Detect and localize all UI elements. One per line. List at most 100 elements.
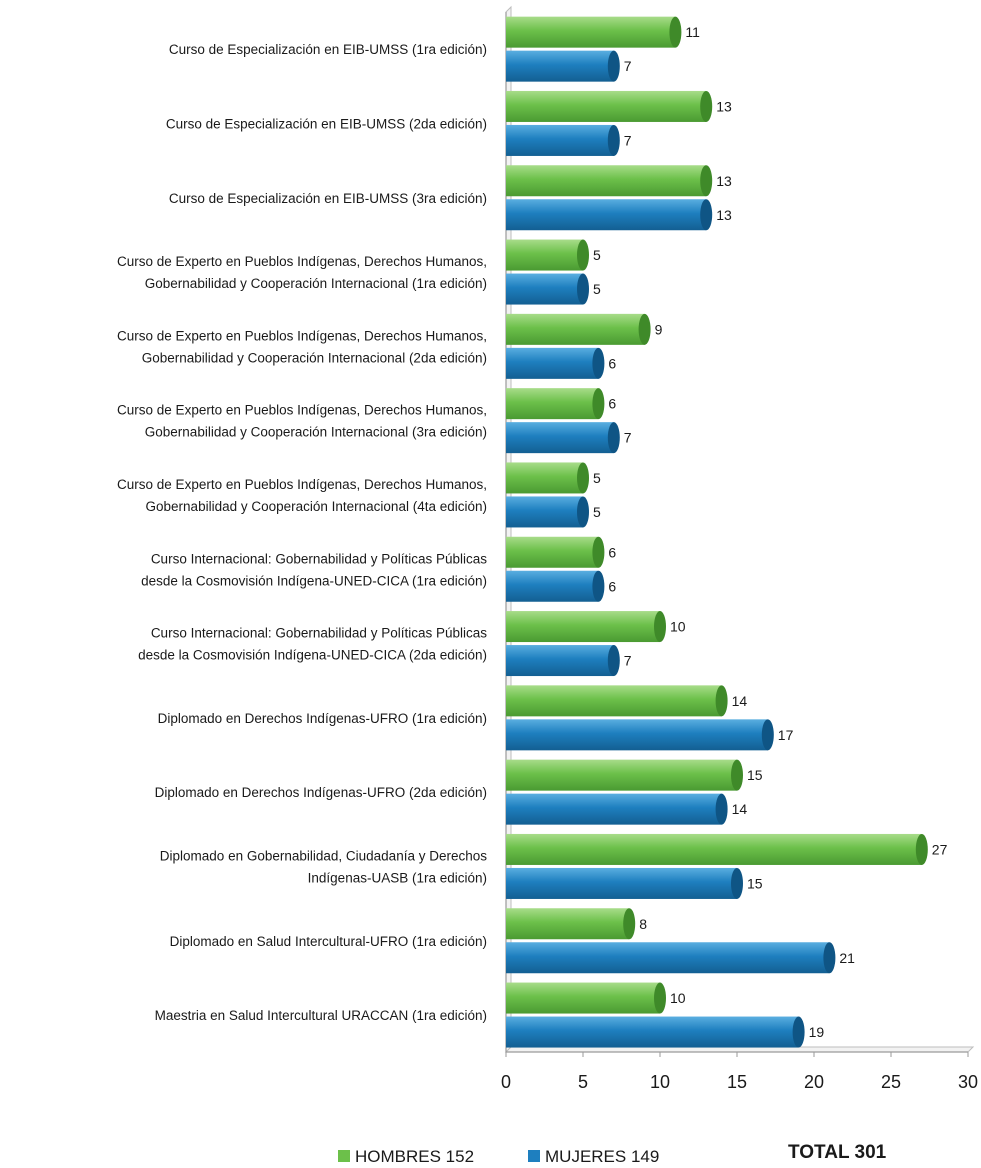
legend-label-hombres: HOMBRES 152: [355, 1147, 474, 1166]
category-label: Curso de Experto en Pueblos Indígenas, D…: [117, 477, 487, 492]
bar-end-cap: [654, 611, 666, 643]
bar-end-cap: [607, 124, 620, 156]
data-label-mujeres: 5: [593, 281, 601, 297]
data-label-mujeres: 7: [624, 430, 632, 446]
bar-end-cap: [623, 908, 636, 940]
bar-end-cap: [577, 239, 589, 271]
bar-body: [506, 313, 645, 345]
bar-mujeres: [506, 50, 620, 82]
bar-body: [506, 982, 660, 1014]
bar-mujeres: [506, 645, 620, 677]
data-label-mujeres: 14: [732, 801, 748, 817]
bar-mujeres: [506, 867, 743, 899]
total-label: TOTAL 301: [788, 1142, 887, 1163]
x-tick-label: 5: [578, 1072, 588, 1092]
bar-body: [506, 199, 707, 231]
data-label-hombres: 10: [670, 990, 686, 1006]
bar-body: [506, 685, 722, 717]
bar-end-cap: [700, 165, 713, 197]
bar-end-cap: [792, 1016, 805, 1048]
bar-body: [506, 347, 599, 379]
category-label: Diplomado en Derechos Indígenas-UFRO (1r…: [158, 711, 487, 726]
bar-body: [506, 496, 583, 528]
bar-hombres: [506, 90, 713, 122]
bar-mujeres: [506, 496, 589, 528]
data-label-hombres: 15: [747, 767, 763, 783]
bar-body: [506, 90, 707, 122]
data-label-mujeres: 5: [593, 504, 601, 520]
data-label-hombres: 8: [639, 916, 647, 932]
bar-body: [506, 867, 737, 899]
category-label: desde la Cosmovisión Indígena-UNED-CICA …: [138, 648, 487, 663]
data-label-mujeres: 7: [624, 132, 632, 148]
bar-body: [506, 942, 830, 974]
bar-hombres: [506, 165, 713, 197]
bar-end-cap: [700, 90, 713, 122]
category-label: Curso de Especialización en EIB-UMSS (3r…: [169, 191, 487, 206]
data-label-hombres: 5: [593, 470, 601, 486]
bar-mujeres: [506, 719, 774, 751]
x-tick-label: 15: [727, 1072, 747, 1092]
bar-hombres: [506, 759, 743, 791]
data-label-mujeres: 21: [839, 950, 855, 966]
data-label-mujeres: 13: [716, 207, 732, 223]
bar-end-cap: [592, 388, 605, 420]
bar-body: [506, 273, 583, 305]
bar-hombres: [506, 388, 605, 420]
data-label-hombres: 27: [932, 841, 948, 857]
bar-body: [506, 239, 583, 271]
bar-body: [506, 124, 614, 156]
bar-body: [506, 570, 599, 602]
category-label: Curso Internacional: Gobernabilidad y Po…: [151, 626, 487, 641]
bar-mujeres: [506, 793, 728, 825]
x-tick-label: 0: [501, 1072, 511, 1092]
data-label-mujeres: 7: [624, 58, 632, 74]
bar-end-cap: [577, 462, 589, 494]
bar-body: [506, 833, 922, 865]
data-label-mujeres: 6: [608, 355, 616, 371]
bar-hombres: [506, 239, 589, 271]
bar-end-cap: [607, 645, 620, 677]
bar-body: [506, 908, 630, 940]
bar-mujeres: [506, 1016, 805, 1048]
bar-body: [506, 719, 768, 751]
category-label: Diplomado en Salud Intercultural-UFRO (1…: [170, 934, 487, 949]
bar-end-cap: [638, 313, 651, 345]
category-label: Gobernabilidad y Cooperación Internacion…: [145, 276, 487, 291]
category-label: Gobernabilidad y Cooperación Internacion…: [142, 350, 487, 365]
category-label: Curso de Experto en Pueblos Indígenas, D…: [117, 254, 487, 269]
bars-layer: [506, 16, 928, 1048]
bar-hombres: [506, 908, 636, 940]
bar-hombres: [506, 611, 666, 643]
category-label: Curso de Experto en Pueblos Indígenas, D…: [117, 403, 487, 418]
data-label-hombres: 10: [670, 619, 686, 635]
bar-end-cap: [823, 942, 836, 974]
bar-hombres: [506, 536, 605, 568]
bar-end-cap: [654, 982, 666, 1014]
bar-end-cap: [592, 570, 605, 602]
data-label-mujeres: 15: [747, 875, 763, 891]
bar-body: [506, 50, 614, 82]
bar-end-cap: [915, 833, 928, 865]
bar-body: [506, 536, 599, 568]
legend-swatch-mujeres: [528, 1150, 540, 1162]
category-label: Diplomado en Gobernabilidad, Ciudadanía …: [160, 848, 487, 863]
bar-hombres: [506, 982, 666, 1014]
bar-hombres: [506, 685, 728, 717]
bar-body: [506, 759, 737, 791]
bar-body: [506, 462, 583, 494]
bar-body: [506, 611, 660, 643]
data-label-mujeres: 7: [624, 653, 632, 669]
bar-mujeres: [506, 199, 713, 231]
legend-swatch-hombres: [338, 1150, 350, 1162]
x-axis-floor: [504, 1046, 975, 1053]
bar-end-cap: [731, 759, 743, 791]
bar-hombres: [506, 313, 651, 345]
x-tick-label: 25: [881, 1072, 901, 1092]
bar-end-cap: [761, 719, 774, 751]
category-label: Gobernabilidad y Cooperación Internacion…: [145, 425, 487, 440]
bar-body: [506, 1016, 799, 1048]
bar-end-cap: [607, 50, 620, 82]
category-label: Curso de Especialización en EIB-UMSS (2d…: [166, 116, 487, 131]
